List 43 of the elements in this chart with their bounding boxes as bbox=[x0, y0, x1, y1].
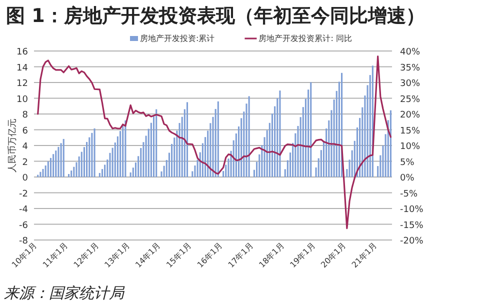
y2-tick-label: -10% bbox=[400, 205, 424, 215]
x-tick-label: 20年1月 bbox=[319, 241, 348, 270]
x-tick-label: 17年1月 bbox=[226, 241, 256, 270]
y2-tick-label: 40% bbox=[400, 48, 420, 58]
legend-label: 房地产开发投资:累计 bbox=[140, 34, 215, 43]
y-tick-label: -2 bbox=[19, 189, 28, 200]
y2-tick-label: -15% bbox=[400, 220, 424, 231]
y2-tick-label: 25% bbox=[400, 94, 420, 105]
y-tick-label: 4 bbox=[22, 142, 28, 152]
y2-tick-label: 5% bbox=[400, 158, 415, 168]
y-tick-label: -4 bbox=[19, 205, 28, 215]
y2-tick-label: 0% bbox=[400, 174, 415, 184]
y2-tick-label: 35% bbox=[400, 63, 420, 74]
y2-tick-label: 30% bbox=[400, 79, 420, 89]
chart-title: 图 1：房地产开发投资表现（年初至今同比增速） bbox=[6, 5, 425, 27]
y2-tick-label: 15% bbox=[400, 126, 420, 136]
source-note: 来源：国家统计局 bbox=[4, 284, 125, 302]
y-tick-label: 2 bbox=[22, 158, 28, 168]
y-tick-label: 6 bbox=[22, 126, 28, 136]
x-tick-label: 18年1月 bbox=[257, 241, 286, 270]
x-tick-label: 19年1月 bbox=[288, 241, 317, 270]
y-tick-label: -6 bbox=[19, 220, 28, 231]
line-series bbox=[37, 56, 392, 230]
x-tick-label: 14年1月 bbox=[134, 241, 162, 270]
y2-tick-label: -5% bbox=[400, 189, 418, 200]
y2-tick-label: 10% bbox=[400, 142, 420, 152]
y-tick-label: 0 bbox=[22, 174, 28, 184]
y-tick-label: -8 bbox=[19, 236, 28, 246]
y-tick-label: 12 bbox=[16, 79, 28, 89]
x-tick-label: 15年1月 bbox=[164, 241, 194, 270]
y-tick-label: 8 bbox=[22, 110, 28, 120]
y-tick-label: 10 bbox=[16, 94, 28, 105]
legend-label: 房地产开发投资累计: 同比 bbox=[258, 34, 352, 43]
y-axis-title: 人民币万亿元 bbox=[7, 118, 18, 172]
x-tick-label: 12年1月 bbox=[72, 241, 101, 270]
x-tick-label: 21年1月 bbox=[350, 241, 379, 270]
y-tick-label: 16 bbox=[16, 48, 28, 58]
x-tick-label: 13年1月 bbox=[102, 241, 132, 270]
x-tick-label: 16年1月 bbox=[196, 241, 224, 270]
y2-tick-label: 20% bbox=[400, 110, 420, 120]
y-tick-label: 14 bbox=[16, 63, 28, 74]
x-tick-label: 11年1月 bbox=[41, 241, 70, 270]
y2-tick-label: -20% bbox=[400, 236, 424, 246]
